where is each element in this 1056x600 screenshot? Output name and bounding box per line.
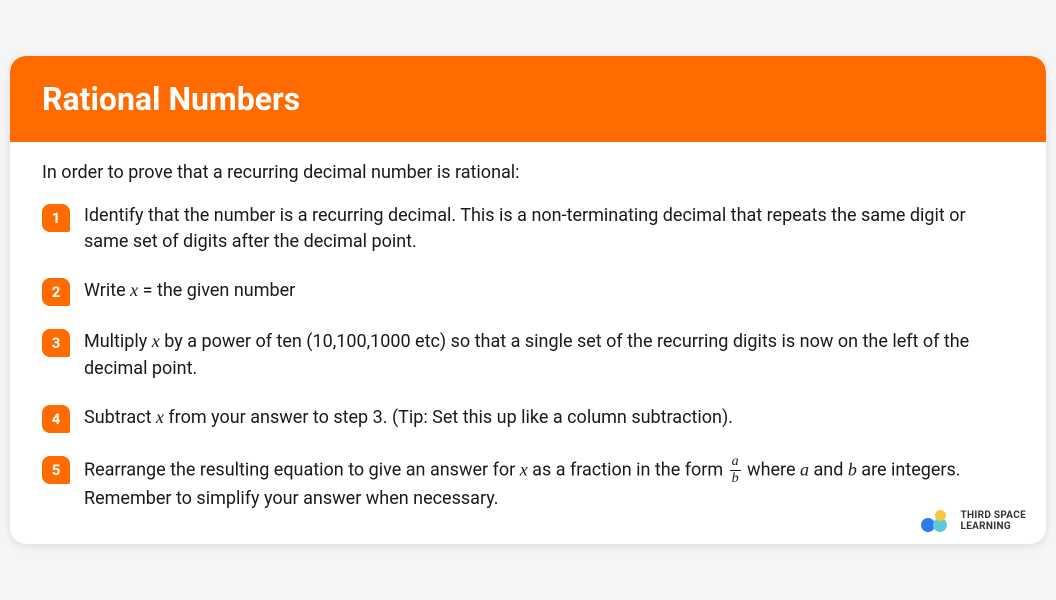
fraction-numerator: a [730,455,741,471]
text-p4: and [809,459,848,480]
text-suffix: = the given number [138,280,295,301]
math-variable: x [130,280,138,300]
text-p3: where [743,459,800,480]
text-prefix: Multiply [84,331,152,352]
card-header: Rational Numbers [10,56,1046,142]
card-content: In order to prove that a recurring decim… [10,142,1046,543]
intro-text: In order to prove that a recurring decim… [42,162,1014,183]
step-badge: 1 [42,204,70,232]
math-variable: x [520,459,528,479]
text-prefix: Write [84,280,130,301]
logo-line1: THIRD SPACE [961,510,1026,521]
step-5: 5 Rearrange the resulting equation to gi… [42,455,1014,512]
step-4: 4 Subtract x from your answer to step 3.… [42,404,1014,433]
step-3: 3 Multiply x by a power of ten (10,100,1… [42,328,1014,381]
brand-logo: THIRD SPACE LEARNING [919,510,1026,532]
step-text: Identify that the number is a recurring … [84,203,1014,255]
math-variable: x [156,407,164,427]
step-text: Rearrange the resulting equation to give… [84,455,1014,512]
logo-line2: LEARNING [961,521,1026,532]
math-variable: a [800,459,809,479]
math-fraction: ab [730,455,741,486]
step-2: 2 Write x = the given number [42,277,1014,306]
step-1: 1 Identify that the number is a recurrin… [42,203,1014,255]
step-text: Multiply x by a power of ten (10,100,100… [84,328,1014,381]
logo-icon [919,510,953,532]
step-text: Write x = the given number [84,277,295,304]
text-p2: as a fraction in the form [528,459,728,480]
step-badge: 2 [42,278,70,306]
step-badge: 3 [42,329,70,357]
math-variable: b [848,459,857,479]
lesson-card: Rational Numbers In order to prove that … [10,56,1046,543]
logo-text: THIRD SPACE LEARNING [961,510,1026,532]
card-title: Rational Numbers [42,80,1014,118]
text-prefix: Subtract [84,407,156,428]
step-badge: 4 [42,405,70,433]
text-suffix: by a power of ten (10,100,1000 etc) so t… [84,331,969,378]
text-p1: Rearrange the resulting equation to give… [84,459,520,480]
text-suffix: from your answer to step 3. (Tip: Set th… [164,407,733,428]
math-variable: x [152,331,160,351]
logo-dot-yellow [935,510,946,521]
step-badge: 5 [42,456,70,484]
step-text: Subtract x from your answer to step 3. (… [84,404,733,431]
fraction-denominator: b [732,471,739,486]
